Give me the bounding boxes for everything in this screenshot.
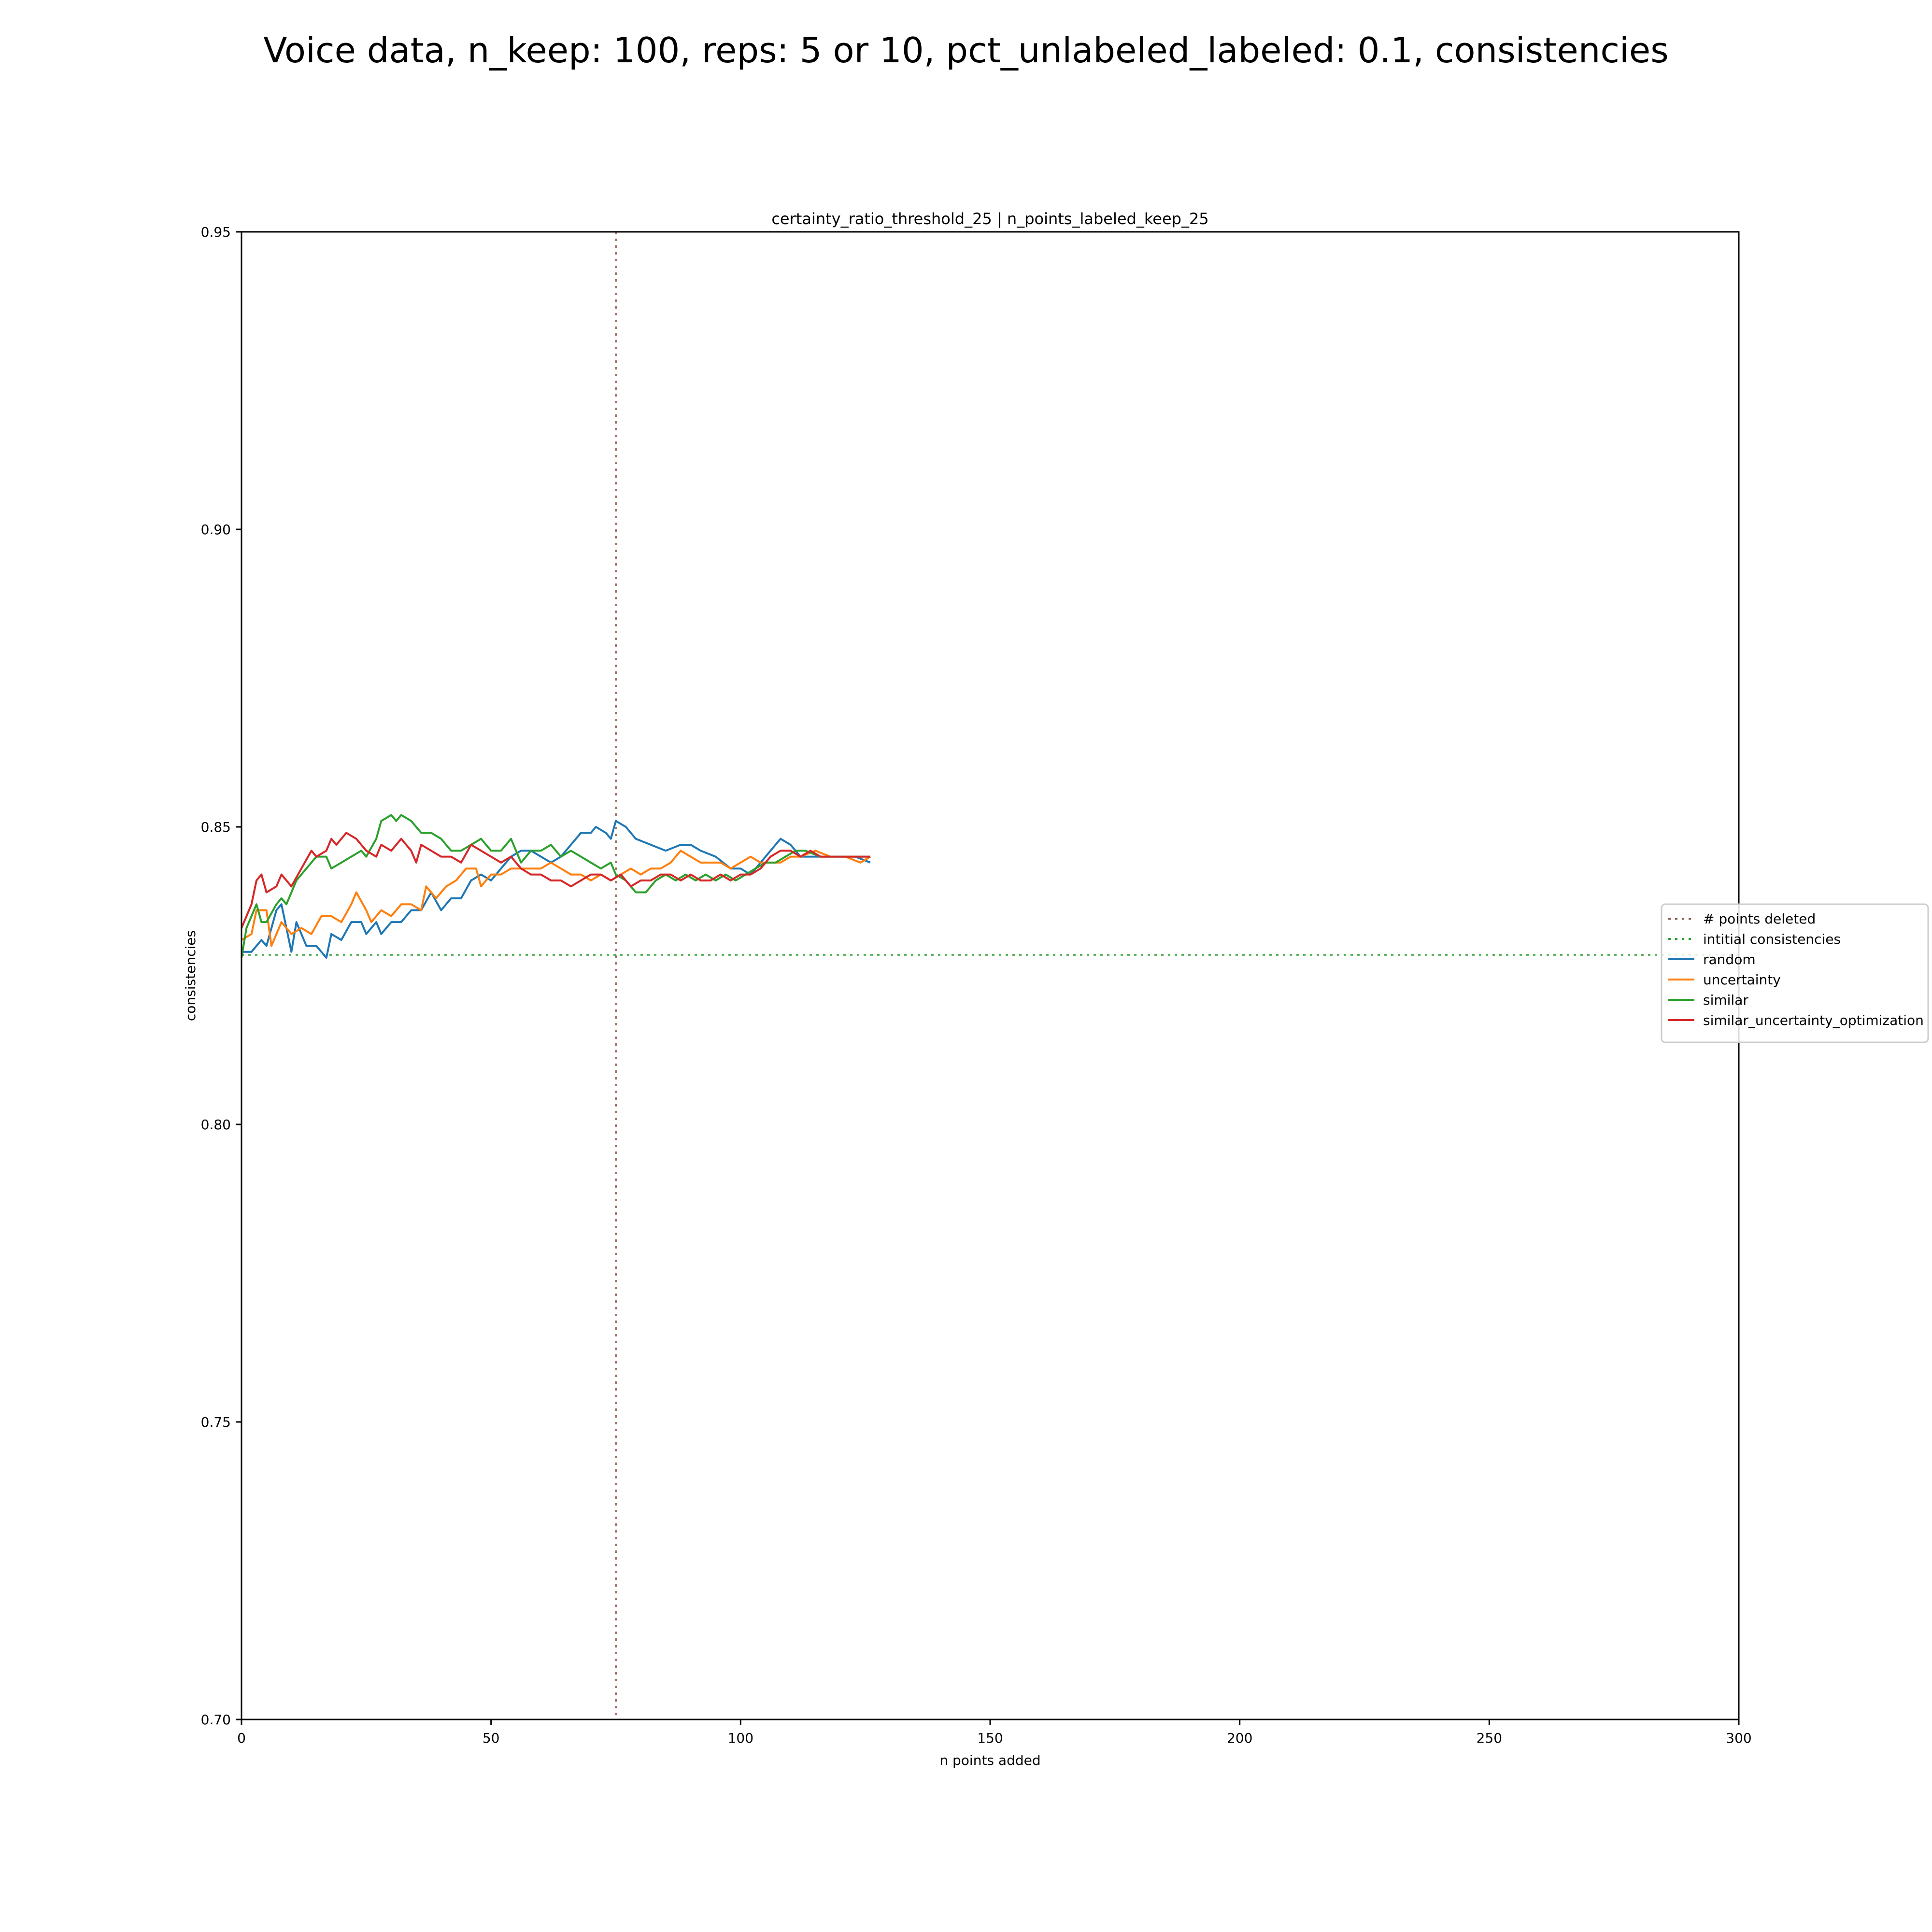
series-line-similar-uncertainty-optimization [241,832,870,929]
y-tick-label: 0.75 [201,1414,231,1430]
y-tick-label: 0.95 [201,224,231,240]
legend-label: # points deleted [1703,911,1816,927]
series-line-random [242,820,871,959]
chart-title: certainty_ratio_threshold_25 | n_points_… [771,210,1208,228]
series-line-similar [241,814,870,958]
legend-label: uncertainty [1703,972,1781,988]
y-tick-label: 0.85 [201,819,231,835]
x-tick-label: 250 [1477,1730,1502,1746]
x-tick-label: 300 [1726,1730,1751,1746]
x-tick-label: 150 [977,1730,1003,1746]
legend-label: similar [1703,992,1748,1008]
plot-frame [241,231,1740,1720]
x-axis-label: n points added [939,1752,1040,1768]
legend-label: intitial consistencies [1703,931,1841,947]
series-line-uncertainty [241,850,871,947]
y-tick-label: 0.70 [201,1712,231,1728]
y-tick-label: 0.90 [201,522,231,538]
y-axis-label: consistencies [183,930,199,1021]
y-tick-label: 0.80 [201,1117,231,1133]
legend-box [1661,903,1929,1043]
figure-suptitle: Voice data, n_keep: 100, reps: 5 or 10, … [263,30,1669,71]
x-tick-label: 100 [728,1730,753,1746]
legend-label: similar_uncertainty_optimization [1703,1012,1924,1028]
x-tick-label: 50 [483,1730,500,1746]
x-tick-label: 0 [237,1730,246,1746]
x-tick-label: 200 [1227,1730,1252,1746]
legend-label: random [1703,952,1756,967]
